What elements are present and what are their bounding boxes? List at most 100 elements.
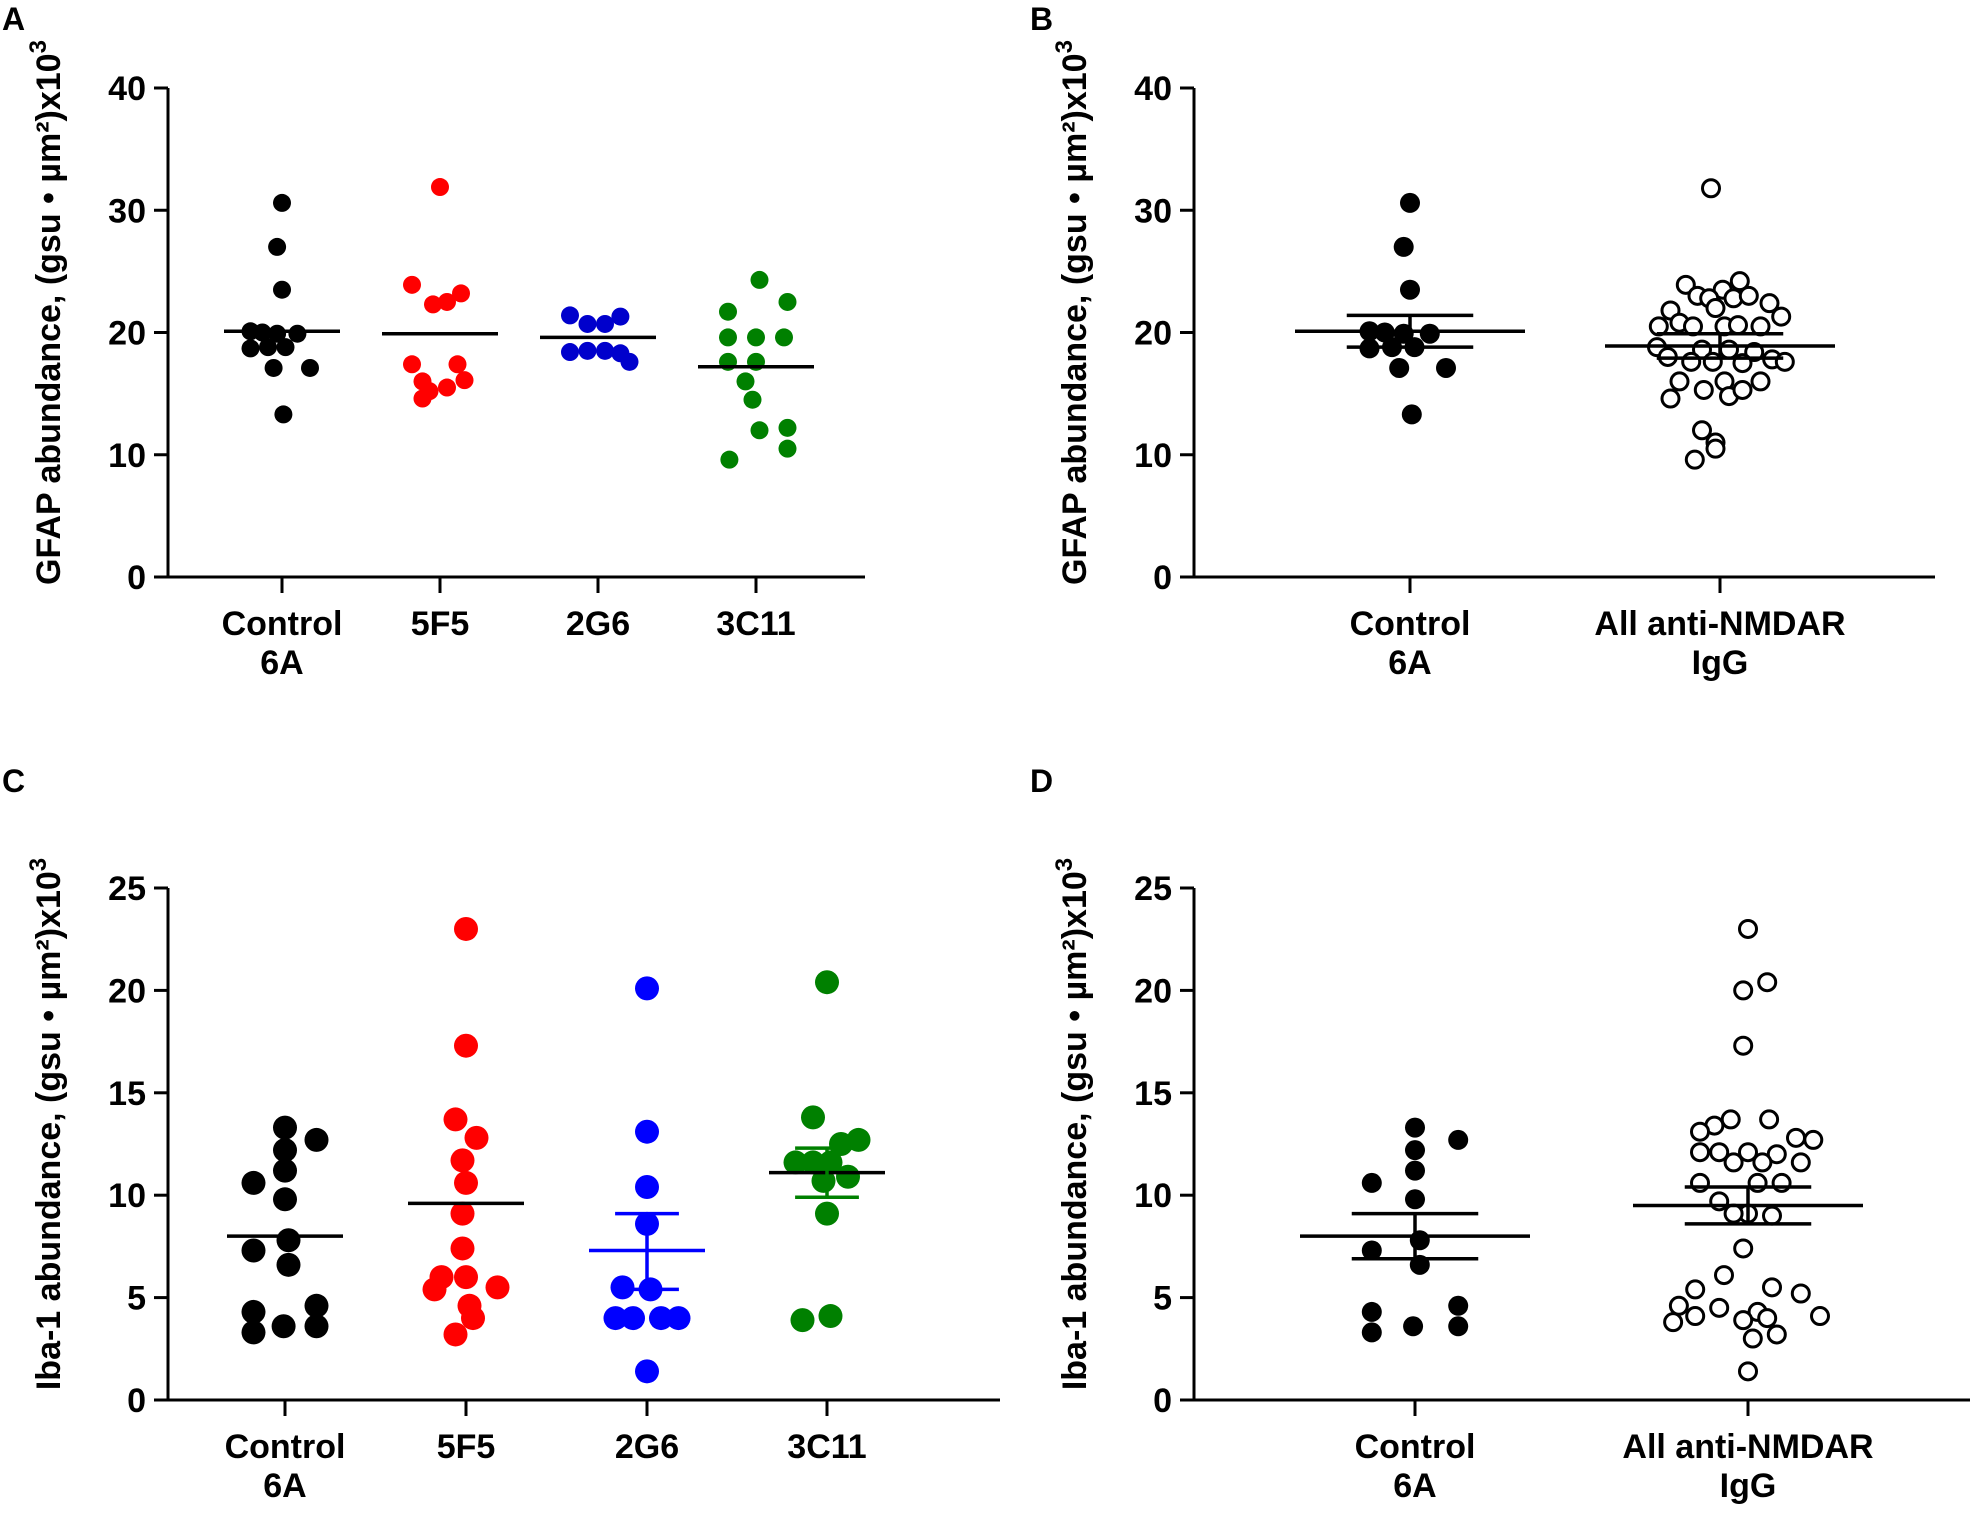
x-category-label: 3C11 xyxy=(787,1428,866,1466)
data-point xyxy=(273,1187,297,1212)
panel-letter: D xyxy=(1030,763,1053,799)
data-point xyxy=(1738,1142,1758,1163)
data-point xyxy=(1709,1142,1730,1163)
y-tick-label: 10 xyxy=(108,437,146,475)
data-point xyxy=(274,405,293,424)
data-point xyxy=(276,1228,301,1253)
x-category-label: 2G6 xyxy=(615,1428,679,1466)
data-point xyxy=(276,338,295,357)
data-point xyxy=(431,178,449,197)
data-point xyxy=(273,1115,297,1140)
x-category-label: All anti-NMDAR xyxy=(1594,605,1845,643)
data-point xyxy=(1675,274,1696,295)
series-5f5 xyxy=(382,178,498,408)
data-point xyxy=(1766,1144,1787,1165)
x-category-label: Control xyxy=(1350,605,1471,643)
series-control-6a xyxy=(224,193,340,424)
y-tick-label: 0 xyxy=(1153,1382,1172,1420)
data-point xyxy=(1663,1312,1684,1333)
data-point xyxy=(454,916,478,941)
data-point xyxy=(1709,1191,1730,1212)
data-point xyxy=(603,1306,628,1331)
data-point xyxy=(1757,1308,1778,1329)
y-tick-label: 25 xyxy=(1134,870,1172,908)
data-point xyxy=(1738,1361,1758,1382)
data-point xyxy=(1705,298,1726,319)
x-category-label: 5F5 xyxy=(411,605,470,643)
y-tick-label: 0 xyxy=(127,1382,146,1420)
data-point xyxy=(1810,1306,1830,1327)
series-all-anti-nmdar-igg xyxy=(1633,918,1863,1382)
data-point xyxy=(1389,357,1410,378)
data-point xyxy=(1400,279,1420,300)
data-point xyxy=(1660,388,1681,409)
data-point xyxy=(1405,1160,1425,1181)
data-point xyxy=(610,1275,635,1300)
data-point xyxy=(620,352,639,371)
data-point xyxy=(635,1359,659,1384)
data-point xyxy=(1401,404,1422,425)
data-point xyxy=(1693,379,1714,400)
y-tick-label: 40 xyxy=(108,70,146,108)
y-tick-label: 30 xyxy=(1134,192,1172,230)
x-category-label: Control xyxy=(225,1428,346,1466)
data-point xyxy=(1393,236,1414,257)
data-point xyxy=(452,284,470,303)
data-point xyxy=(783,1150,808,1175)
y-tick-label: 0 xyxy=(127,559,146,597)
data-point xyxy=(1733,1035,1754,1056)
data-point xyxy=(1403,1316,1424,1337)
data-point xyxy=(719,302,737,321)
panel-D: D 0 5 10 15 20 25 Iba-1 abundance, (gsu • µm²)x… xyxy=(1030,763,1970,1505)
data-point xyxy=(304,1314,329,1339)
data-point xyxy=(1701,178,1721,199)
x-category-label: 3C11 xyxy=(716,605,795,643)
y-tick-label: 15 xyxy=(108,1075,146,1113)
data-point xyxy=(455,371,474,390)
data-point xyxy=(443,1322,468,1347)
x-category-label: 6A xyxy=(263,1467,306,1505)
data-point xyxy=(561,306,579,325)
data-point xyxy=(241,1320,266,1345)
data-point xyxy=(1448,1295,1469,1316)
data-point xyxy=(778,418,797,437)
data-point xyxy=(815,1201,839,1226)
x-category-label: 6A xyxy=(1393,1467,1436,1505)
data-point xyxy=(422,1277,447,1302)
y-tick-label: 20 xyxy=(108,972,146,1010)
data-point xyxy=(1685,1306,1706,1327)
data-point xyxy=(818,1150,843,1175)
data-point xyxy=(1733,1310,1754,1331)
data-point xyxy=(1409,1230,1430,1251)
data-point xyxy=(268,324,287,343)
data-point xyxy=(1690,1142,1710,1163)
y-axis-title-exponent: 3 xyxy=(1051,40,1078,53)
data-point xyxy=(1669,371,1690,392)
data-point xyxy=(304,1293,329,1318)
data-point xyxy=(464,1125,489,1150)
data-point xyxy=(635,976,659,1001)
y-axis-title: GFAP abundance, (gsu • µm²)x103 xyxy=(1051,40,1094,585)
data-point xyxy=(561,343,579,362)
data-point xyxy=(1405,1189,1425,1210)
y-axis-title: GFAP abundance, (gsu • µm²)x103 xyxy=(25,40,68,585)
data-point xyxy=(621,1306,645,1331)
data-point xyxy=(461,1306,485,1331)
data-point xyxy=(1361,1322,1382,1343)
data-point xyxy=(736,372,755,391)
data-point xyxy=(1750,371,1771,392)
x-category-label: IgG xyxy=(1692,644,1749,682)
data-point xyxy=(241,1170,266,1195)
data-point xyxy=(1684,449,1705,470)
y-axis-title-exponent: 3 xyxy=(25,40,52,53)
data-point xyxy=(1771,1172,1792,1193)
data-point xyxy=(1790,1283,1811,1304)
y-axis-title-text: Iba-1 abundance, (gsu • µm²)x10 xyxy=(30,871,68,1390)
data-point xyxy=(448,355,467,374)
data-point xyxy=(271,1314,296,1339)
y-axis-title-text: GFAP abundance, (gsu • µm²)x10 xyxy=(30,53,68,585)
y-tick-label: 30 xyxy=(108,192,146,230)
data-point xyxy=(666,1306,691,1331)
data-point xyxy=(747,328,765,347)
data-point xyxy=(268,237,287,256)
